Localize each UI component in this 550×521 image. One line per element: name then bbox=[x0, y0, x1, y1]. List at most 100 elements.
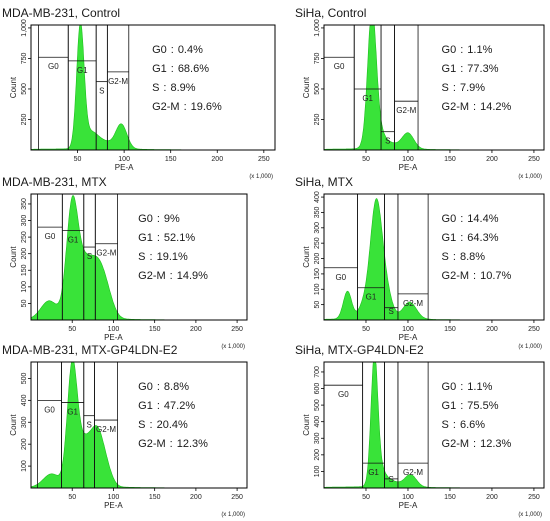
phase-percent: 0.4% bbox=[178, 44, 203, 56]
y-tick-label: 150 bbox=[314, 268, 321, 280]
y-tick-label: 100 bbox=[314, 465, 321, 477]
phase-stat: G2-M:14.9% bbox=[138, 270, 208, 282]
phase-name: G2-M bbox=[138, 438, 166, 450]
phase-stat: G0:1.1% bbox=[442, 44, 493, 56]
gate-label: G2-M bbox=[96, 249, 116, 258]
y-tick-label: 300 bbox=[314, 432, 321, 444]
phase-separator: : bbox=[150, 419, 153, 431]
phase-separator: : bbox=[460, 44, 463, 56]
gate-label: G1 bbox=[362, 94, 373, 103]
phase-separator: : bbox=[170, 270, 173, 282]
plot-frame bbox=[30, 24, 276, 151]
x-axis-unit: (x 1,000) bbox=[221, 512, 245, 518]
phase-stat: G1:68.6% bbox=[152, 63, 209, 75]
histogram-panel: G0 G1 S G2-M 50 100 150 200 250 50 100 150 200 250 300… bbox=[2, 175, 248, 350]
phase-stat: S:8.9% bbox=[152, 82, 196, 94]
y-tick-label: 500 bbox=[314, 83, 321, 95]
phase-percent: 20.4% bbox=[157, 419, 188, 431]
gate-label: G1 bbox=[77, 66, 88, 75]
phase-name: G2-M bbox=[442, 101, 470, 113]
gate-label: G1 bbox=[68, 235, 79, 244]
phase-separator: : bbox=[460, 381, 463, 393]
x-tick-label: 50 bbox=[68, 494, 76, 501]
y-tick-label: 200 bbox=[21, 248, 28, 260]
phase-percent: 52.1% bbox=[164, 232, 195, 244]
histogram-panel: G0 G1 S G2-M 50 100 150 200 250 100 200 300 400 500 PE… bbox=[2, 343, 248, 518]
phase-stat: G0:1.1% bbox=[442, 381, 493, 393]
y-tick-label: 250 bbox=[21, 231, 28, 243]
x-tick-label: 50 bbox=[74, 156, 82, 163]
phase-separator: : bbox=[170, 438, 173, 450]
x-tick-label: 100 bbox=[402, 156, 414, 163]
x-tick-label: 50 bbox=[362, 156, 370, 163]
histogram-panel: G0 G1 S G2-M 50 100 150 200 250 50 100 150 200 250 300… bbox=[295, 175, 545, 350]
histogram-panel: G0 G1 S G2-M 50 100 150 200 250 250 500 750 1,000 PE-… bbox=[2, 6, 276, 180]
phase-separator: : bbox=[453, 419, 456, 431]
y-tick-label: 400 bbox=[314, 416, 321, 428]
phase-name: S bbox=[138, 251, 145, 263]
phase-name: G2-M bbox=[152, 101, 180, 113]
x-tick-label: 200 bbox=[190, 326, 202, 333]
x-tick-label: 150 bbox=[444, 494, 456, 501]
x-axis-label: PE-A bbox=[115, 163, 134, 172]
phase-percent: 68.6% bbox=[178, 63, 209, 75]
phase-percent: 7.9% bbox=[460, 82, 485, 94]
gate-label: S bbox=[99, 87, 104, 96]
y-tick-label: 750 bbox=[314, 53, 321, 65]
phase-stat: G2-M:12.3% bbox=[442, 438, 512, 450]
phase-percent: 6.6% bbox=[460, 419, 485, 431]
gate-label: G0 bbox=[44, 405, 55, 414]
gate-label: S bbox=[389, 475, 394, 484]
phase-stat: S:6.6% bbox=[442, 419, 486, 431]
phase-stat: G2-M:12.3% bbox=[138, 438, 208, 450]
phase-name: S bbox=[152, 82, 159, 94]
phase-name: G1 bbox=[138, 400, 153, 412]
phase-percent: 77.3% bbox=[467, 63, 498, 75]
phase-name: G1 bbox=[442, 400, 457, 412]
plot-frame bbox=[30, 361, 248, 489]
phase-stat: G1:75.5% bbox=[442, 400, 499, 412]
y-tick-label: 500 bbox=[21, 372, 28, 384]
x-tick-label: 100 bbox=[402, 494, 414, 501]
x-tick-label: 150 bbox=[149, 326, 161, 333]
phase-percent: 75.5% bbox=[467, 400, 498, 412]
panel-title: SiHa, Control bbox=[295, 6, 366, 20]
gate-label: G0 bbox=[335, 273, 346, 282]
x-axis-unit: (x 1,000) bbox=[518, 512, 542, 518]
phase-name: G2-M bbox=[138, 270, 166, 282]
y-axis-label: Count bbox=[9, 414, 18, 436]
phase-stat: G2-M:14.2% bbox=[442, 101, 512, 113]
phase-percent: 19.6% bbox=[191, 101, 222, 113]
gate-label: S bbox=[389, 307, 394, 316]
panel-title: SiHa, MTX-GP4LDN-E2 bbox=[295, 343, 424, 357]
plot-frame bbox=[323, 361, 545, 489]
phase-stat: G1:77.3% bbox=[442, 63, 499, 75]
y-axis-label: Count bbox=[9, 76, 18, 98]
phase-separator: : bbox=[171, 63, 174, 75]
phase-stat: G2-M:19.6% bbox=[152, 101, 222, 113]
x-axis-label: PE-A bbox=[399, 333, 418, 342]
phase-percent: 14.2% bbox=[480, 101, 511, 113]
y-tick-label: 350 bbox=[21, 198, 28, 210]
gate-label: S bbox=[86, 421, 91, 430]
phase-percent: 47.2% bbox=[164, 400, 195, 412]
y-tick-label: 200 bbox=[21, 438, 28, 450]
phase-name: S bbox=[442, 251, 449, 263]
y-tick-label: 500 bbox=[21, 83, 28, 95]
plot-frame bbox=[30, 193, 248, 321]
x-tick-label: 250 bbox=[528, 494, 540, 501]
x-axis-label: PE-A bbox=[104, 501, 123, 510]
y-tick-label: 350 bbox=[314, 206, 321, 218]
x-tick-label: 150 bbox=[444, 326, 456, 333]
phase-stat: G0:8.8% bbox=[138, 381, 189, 393]
phase-stat: S:8.8% bbox=[442, 251, 486, 263]
x-axis-unit: (x 1,000) bbox=[518, 174, 542, 180]
plot-frame bbox=[323, 193, 545, 321]
histogram-panel: G0 G1 S G2-M 50 100 150 200 250 250 500 750 1,000 PE-… bbox=[295, 6, 545, 180]
phase-separator: : bbox=[157, 381, 160, 393]
phase-separator: : bbox=[184, 101, 187, 113]
y-tick-label: 250 bbox=[21, 114, 28, 126]
phase-name: G0 bbox=[152, 44, 167, 56]
phase-separator: : bbox=[157, 400, 160, 412]
